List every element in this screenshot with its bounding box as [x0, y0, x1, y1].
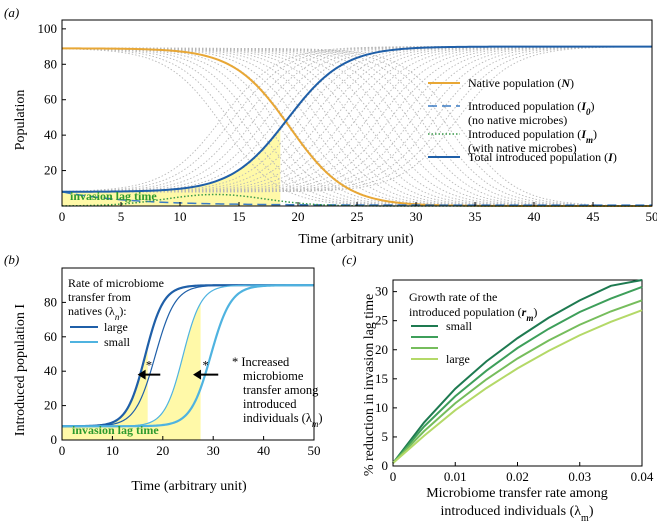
- gray-sim-curve: [62, 47, 653, 207]
- legend-title: introduced population (rm): [409, 305, 537, 323]
- c-ytick-label: 20: [375, 342, 388, 357]
- a-ytick-label: 40: [44, 127, 57, 142]
- a-xtick-label: 35: [469, 209, 482, 224]
- annotation-line: transfer among: [243, 383, 319, 397]
- a-ytick-label: 100: [38, 21, 58, 36]
- gray-sim-curve: [62, 46, 653, 193]
- introduced-with-native-line: [61, 193, 652, 207]
- legend-label: Introduced population (Im): [468, 127, 597, 145]
- a-xtick-label: 5: [118, 209, 125, 224]
- total-introduced-line: [62, 45, 652, 193]
- b-ytick-label: 40: [44, 363, 57, 378]
- c-xtick-label: 0.02: [506, 469, 529, 484]
- c-ytick-label: 0: [382, 458, 389, 473]
- b-ytick-label: 80: [44, 294, 57, 309]
- a-ytick-label: 60: [44, 92, 57, 107]
- lag-time-area: [62, 346, 148, 440]
- arrow-star: *: [146, 359, 152, 373]
- b-ytick-label: 0: [51, 432, 58, 447]
- legend-label: Total introduced population (I): [468, 150, 617, 164]
- b-xtick-label: 0: [59, 443, 66, 458]
- c-xtick-label: 0.04: [631, 469, 654, 484]
- panel-a-plot: invasion lag time 0 5 10 15 20 25 30 35 40 45 50 20 4…: [38, 19, 657, 224]
- b-ytick-label: 60: [44, 329, 57, 344]
- a-xtick-label: 15: [233, 209, 246, 224]
- lag-time-area: [62, 128, 281, 206]
- c-ytick-label: 30: [375, 284, 388, 299]
- arrow-head: [193, 369, 202, 380]
- annotation-line: individuals (λm): [243, 411, 323, 429]
- panel-c-xlabel-line1: Microbiome transfer rate among: [426, 486, 608, 501]
- c-xtick-label: 0.03: [568, 469, 591, 484]
- legend-title: transfer from: [68, 290, 132, 304]
- lag-time-label: invasion lag time: [72, 423, 159, 437]
- b-xtick-label: 50: [308, 443, 321, 458]
- panel-b-label: (b): [4, 252, 19, 267]
- a-xtick-label: 50: [646, 209, 657, 224]
- a-xtick-label: 40: [528, 209, 541, 224]
- panel-c-ylabel: % reduction in invasion lag time: [362, 294, 377, 476]
- b-xtick-label: 20: [156, 443, 169, 458]
- legend-title: Growth rate of the: [409, 290, 497, 304]
- arrow-star: *: [203, 359, 209, 373]
- annotation-line: * Increased: [232, 355, 290, 369]
- panel-b-frame: [61, 267, 315, 441]
- reduction-line-1: [392, 286, 643, 464]
- panel-b-xlabel: Time (arbitrary unit): [131, 479, 247, 494]
- a-xtick-label: 10: [174, 209, 187, 224]
- c-xtick-label: 0.01: [444, 469, 467, 484]
- b-ytick-label: 20: [44, 398, 57, 413]
- legend-label: large: [104, 320, 128, 334]
- reduction-line-0: [392, 279, 643, 464]
- legend-label: Native population (N): [468, 76, 574, 90]
- a-xtick-label: 30: [410, 209, 423, 224]
- a-xtick-label: 0: [59, 209, 66, 224]
- legend-label: small: [446, 319, 473, 333]
- a-xtick-label: 20: [292, 209, 305, 224]
- legend-label: small: [104, 335, 131, 349]
- a-xtick-label: 25: [351, 209, 364, 224]
- legend-title: Rate of microbiome: [68, 276, 164, 290]
- c-ytick-label: 10: [375, 400, 388, 415]
- legend-sublabel: (with native microbes): [468, 141, 577, 155]
- annotation-line: introduced: [243, 397, 297, 411]
- reduction-line-2: [392, 299, 643, 464]
- c-xtick-label: 0: [390, 469, 397, 484]
- c-ytick-label: 5: [382, 429, 389, 444]
- panel-b-ylabel: Introduced population I: [13, 304, 28, 437]
- panel-a-xlabel: Time (arbitrary unit): [298, 232, 414, 247]
- arrow-head: [137, 369, 146, 380]
- panel-c-xlabel-line2: introduced individuals (λm): [441, 504, 594, 523]
- panel-c-label: (c): [342, 252, 356, 267]
- legend-title: natives (λn):: [68, 304, 127, 322]
- lag-time-label: invasion lag time: [70, 189, 157, 203]
- a-ytick-label: 80: [44, 56, 57, 71]
- growth-curve: [62, 284, 314, 427]
- panel-c-plot: 0 0.01 0.02 0.03 0.04 0 5 10 15 20 25 30 Growth rate…: [375, 279, 654, 484]
- panel-a-label: (a): [4, 5, 19, 20]
- panel-b-plot: invasion lag time * * 0 10 20 30 40 50 0 20 40 60 80 R…: [44, 267, 323, 458]
- b-xtick-label: 30: [207, 443, 220, 458]
- c-ytick-label: 15: [375, 371, 388, 386]
- c-ytick-label: 25: [375, 313, 388, 328]
- reduction-line-3: [392, 309, 643, 464]
- a-xtick-label: 45: [587, 209, 600, 224]
- legend-label: Introduced population (I0): [468, 99, 594, 117]
- b-xtick-label: 40: [257, 443, 270, 458]
- legend-label: large: [446, 352, 470, 366]
- annotation-line: microbiome: [243, 369, 304, 383]
- b-xtick-label: 10: [106, 443, 119, 458]
- legend-sublabel: (no native microbes): [468, 113, 567, 127]
- panel-a-ylabel: Population: [13, 90, 28, 151]
- a-ytick-label: 20: [44, 163, 57, 178]
